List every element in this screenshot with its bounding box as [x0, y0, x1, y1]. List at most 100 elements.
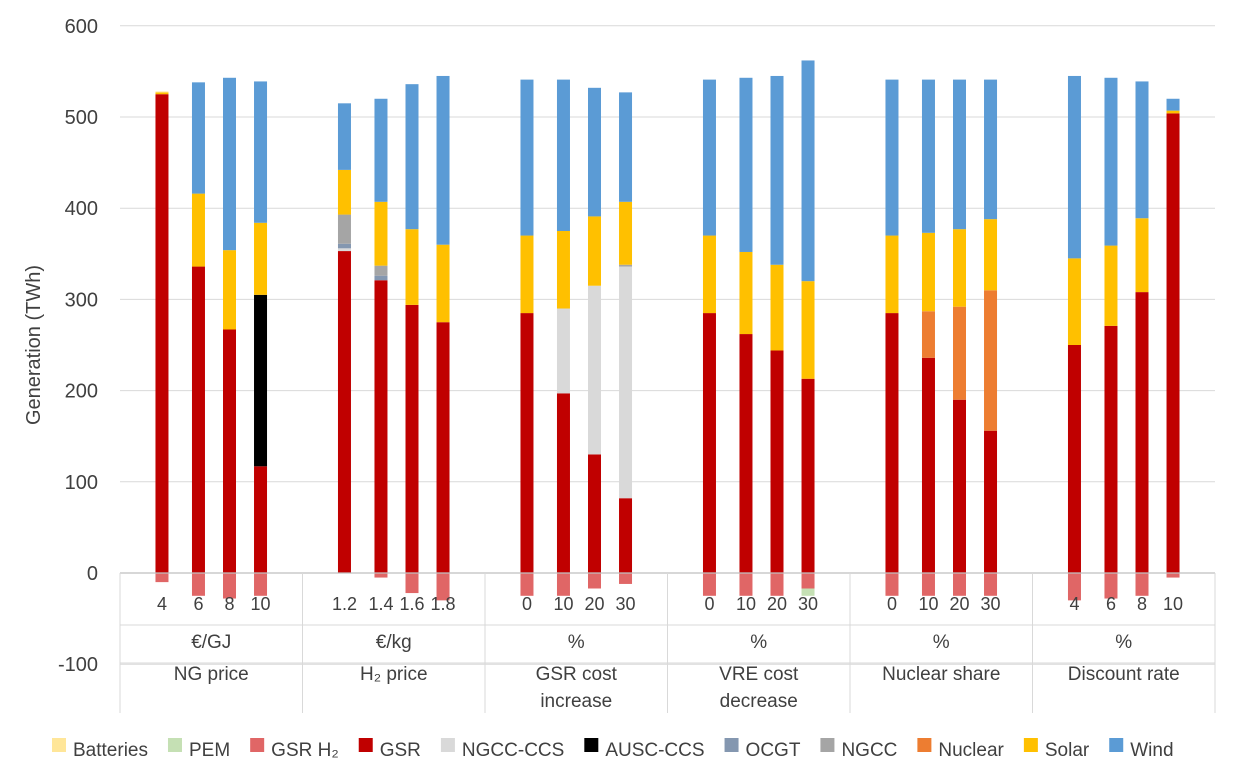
bar-segment-gsr	[588, 454, 601, 573]
y-tick-label: 100	[65, 472, 98, 494]
y-tick-label: 600	[65, 16, 98, 38]
bar-segment-solar	[1166, 110, 1180, 114]
x-tick-label: 4	[157, 594, 167, 614]
x-tick-label: 20	[949, 594, 969, 614]
bar-segment-gsr-h2	[921, 573, 935, 596]
group-unit-label: %	[750, 632, 767, 653]
bars	[155, 60, 1180, 601]
bar-segment-pem	[801, 588, 815, 596]
bar-segment-solar	[191, 193, 205, 267]
bar-segment-ngcc-ccs	[337, 248, 351, 252]
group-label: NG price	[174, 664, 249, 685]
bar-segment-gsr-h2	[739, 573, 753, 596]
bar-segment-ngcc	[337, 214, 351, 244]
bar-segment-solar	[405, 229, 419, 305]
bar-segment-gsr-h2	[520, 573, 534, 596]
bar-segment-gsr	[702, 313, 716, 573]
group-label: Discount rate	[1068, 664, 1180, 685]
bar-segment-wind	[984, 79, 998, 220]
legend-label-ngcc: NGCC	[841, 740, 897, 761]
bar-segment-wind	[702, 79, 716, 236]
bar-segment-gsr	[405, 304, 419, 573]
group-label: GSR cost increase	[536, 664, 618, 712]
bar-segment-ocgt	[374, 275, 388, 281]
bar-segment-solar	[254, 222, 268, 295]
bar-segment-wind	[1166, 98, 1180, 111]
bar-segment-nuclear	[921, 311, 935, 358]
x-tick-label: 30	[798, 594, 818, 614]
bar-segment-solar	[588, 216, 601, 286]
bar-segment-solar	[1135, 218, 1149, 293]
legend-swatch-ngcc	[820, 738, 835, 752]
bar-segment-wind	[254, 81, 268, 223]
bar-segment-gsr-h2	[223, 573, 236, 599]
bar-segment-wind	[801, 60, 815, 282]
bar-segment-gsr	[619, 498, 633, 573]
bar-segment-nuclear	[984, 290, 998, 431]
bar-segment-solar	[953, 229, 966, 307]
bar-segment-gsr-h2	[801, 573, 815, 589]
x-tick-label: 6	[1106, 594, 1116, 614]
x-tick-label: 30	[981, 594, 1001, 614]
bar-segment-gsr	[1135, 292, 1149, 573]
legend-swatch-wind	[1109, 738, 1124, 752]
legend-label-gsr: GSR	[380, 740, 421, 761]
bar-segment-solar	[885, 235, 899, 314]
bar-segment-wind	[374, 98, 388, 202]
bar-segment-gsr-h2	[953, 573, 966, 596]
bar-segment-solar	[702, 235, 716, 314]
bar-segment-gsr	[223, 329, 236, 573]
group-unit-label: %	[568, 632, 585, 653]
x-tick-label: 0	[522, 594, 532, 614]
bar-segment-wind	[405, 84, 419, 230]
legend-label-pem: PEM	[189, 740, 230, 761]
bar-segment-gsr	[885, 313, 899, 573]
bar-segment-gsr	[953, 399, 966, 573]
bar-segment-gsr	[520, 313, 534, 573]
bar-segment-wind	[436, 75, 450, 245]
x-tick-label: 20	[584, 594, 604, 614]
bar-segment-gsr-h2	[770, 573, 784, 596]
x-tick-label: 10	[553, 594, 573, 614]
legend-swatch-gsr	[358, 738, 373, 752]
group-label: VRE cost decrease	[719, 664, 799, 712]
legend-label-wind: Wind	[1130, 740, 1173, 761]
y-tick-label: 400	[65, 198, 98, 220]
legend-swatch-pem	[167, 738, 182, 752]
y-tick-label: 0	[87, 563, 98, 585]
x-tick-label: 10	[251, 594, 271, 614]
bar-segment-gsr-h2	[405, 573, 419, 594]
group-unit-label: €/kg	[376, 632, 412, 653]
bar-segment-solar	[520, 235, 534, 314]
legend-swatch-ausc-ccs	[584, 738, 599, 752]
legend-swatch-nuclear	[917, 738, 932, 752]
y-tick-label: 300	[65, 289, 98, 311]
bar-segment-gsr-h2	[885, 573, 899, 596]
bar-segment-ngcc-ccs	[588, 285, 601, 455]
legend-swatch-ocgt	[724, 738, 739, 752]
bar-segment-gsr	[801, 378, 815, 573]
bar-segment-gsr-h2	[556, 573, 570, 596]
bar-segment-ocgt	[337, 243, 351, 249]
bar-segment-gsr-h2	[374, 573, 388, 578]
bar-segment-wind	[885, 79, 899, 236]
bar-segment-wind	[619, 92, 633, 202]
bar-segment-wind	[1135, 81, 1149, 219]
bar-segment-solar	[770, 264, 784, 351]
bar-segment-batteries	[155, 91, 169, 93]
legend-swatch-ngcc-ccs	[440, 738, 455, 752]
bar-segment-solar	[556, 231, 570, 309]
bar-segment-gsr-h2	[1135, 573, 1149, 596]
bar-segment-wind	[337, 103, 351, 170]
group-unit-label: €/GJ	[191, 632, 231, 653]
bar-segment-solar	[984, 219, 998, 291]
x-tick-label: 10	[736, 594, 756, 614]
bar-segment-ngcc	[374, 265, 388, 276]
legend-label-ausc-ccs: AUSC-CCS	[605, 740, 704, 761]
gridlines	[120, 25, 1215, 665]
x-tick-label: 0	[887, 594, 897, 614]
bar-segment-nuclear	[953, 306, 966, 400]
bar-segment-gsr-h2	[1067, 573, 1081, 601]
bar-segment-solar	[1104, 245, 1118, 326]
